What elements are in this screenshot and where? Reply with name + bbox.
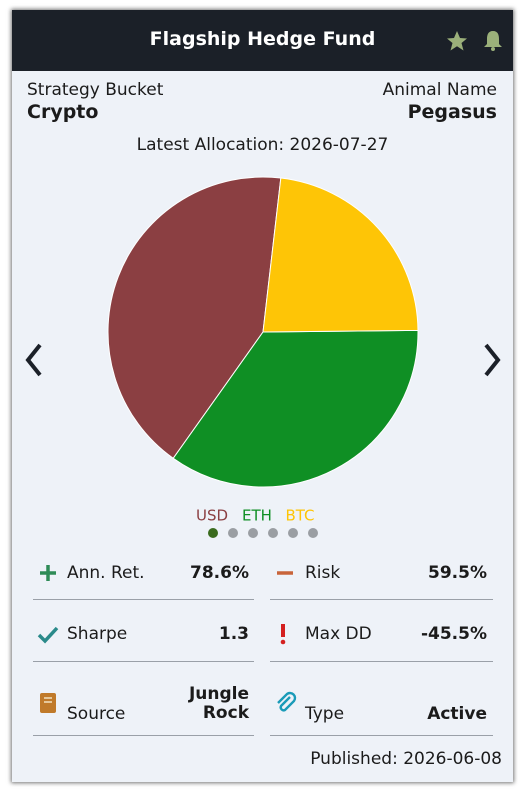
metric-value: 1.3 [218,624,249,644]
divider [270,599,493,600]
favorite-button[interactable] [446,30,468,52]
published-date: Published: 2026-06-08 [310,749,502,769]
dot[interactable] [208,528,218,538]
pie-chart: USD ETH BTC [107,176,419,525]
metric-label: Ann. Ret. [67,563,145,583]
divider [270,661,493,662]
metric-label: Type [305,704,345,724]
chart-title: Latest Allocation: 2026-07-27 [136,135,389,155]
metric-value: Active [427,704,487,724]
next-button[interactable] [482,343,502,377]
divider [33,735,254,736]
metric-label: Risk [305,563,341,583]
animal-label: Animal Name [382,80,497,100]
divider [270,735,493,736]
dot[interactable] [228,528,238,538]
metric-label: Max DD [305,624,372,644]
header-title: Flagship Hedge Fund [149,28,376,50]
header: Flagship Hedge Fund [12,10,513,71]
dot[interactable] [288,528,298,538]
pie-slice [262,177,419,333]
legend-label: BTC [285,507,314,525]
check-icon [37,626,59,644]
animal-value: Pegasus [407,101,497,123]
card: Flagship Hedge Fund Strategy Bucket Cryp… [12,10,513,782]
metric-label: Sharpe [67,624,128,644]
strategy-label: Strategy Bucket [27,80,164,100]
legend-label: USD [196,507,228,525]
dot[interactable] [268,528,278,538]
dot[interactable] [308,528,318,538]
metric-value: 59.5% [428,563,487,583]
metric-value: 78.6% [190,563,249,583]
dot[interactable] [248,528,258,538]
metric-value: Jungle Rock [188,684,249,723]
book-icon [40,693,56,713]
notification-button[interactable] [483,29,503,51]
metric-label: Source [67,704,126,724]
divider [33,599,254,600]
legend-label: ETH [242,507,272,525]
plus-icon [40,565,56,581]
pie-slice [172,329,419,488]
page-dots [208,528,318,538]
previous-button[interactable] [24,343,44,377]
minus-icon [277,571,293,575]
paperclip-icon [277,691,297,712]
metric-value: -45.5% [420,624,487,644]
divider [33,661,254,662]
strategy-value: Crypto [27,101,99,123]
pie-slice [107,176,282,460]
alert-icon [280,624,286,645]
